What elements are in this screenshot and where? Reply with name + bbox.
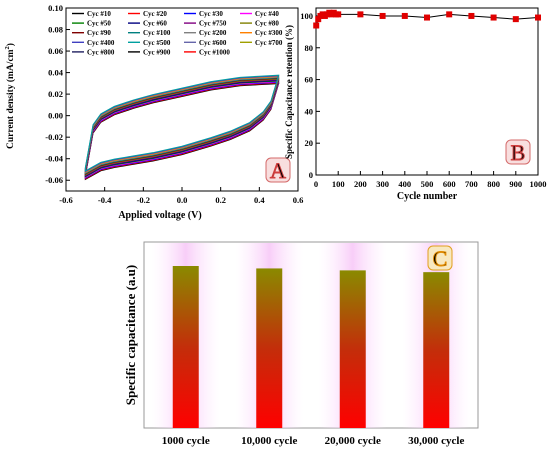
panel-b-x-tick-label: 200 <box>354 179 367 189</box>
panel-b-y-tick-label: 80 <box>305 43 314 53</box>
panel-b-x-tick-label: 100 <box>332 179 345 189</box>
panel-b-data-point <box>313 22 320 29</box>
panel-b-x-tick-label: 0 <box>314 179 318 189</box>
panel-b-data-point <box>401 12 408 19</box>
panel-b-data-point <box>535 14 541 21</box>
panel-c-category-label: 20,000 cycle <box>325 435 381 447</box>
panel-c-category-label: 1000 cycle <box>162 435 210 447</box>
panel-b-y-tick-label: 60 <box>305 75 314 85</box>
panel-a-x-ticks: -0.6 -0.4 -0.2 0.0 0.2 0.4 0.6 <box>59 187 303 205</box>
panel-b-series <box>313 9 541 29</box>
panel-a-x-axis-label: Applied voltage (V) <box>118 210 201 221</box>
panel-a-legend-entry: Cyc #80 <box>255 20 279 28</box>
panel-a-legend-entry: Cyc #60 <box>143 20 167 28</box>
panel-c-y-axis-label: Specific capacitance (a.u) <box>123 265 138 405</box>
panel-a-x-tick-label: 0.6 <box>293 195 304 205</box>
panel-b-label: B <box>505 139 531 166</box>
panel-b-y-tick-label: 100 <box>300 11 313 21</box>
svg-text:B: B <box>511 140 526 165</box>
panel-a-y-axis-label: Current density (mA/cm2) <box>4 43 16 149</box>
panel-b-x-tick-label: 1000 <box>530 179 547 189</box>
panel-b-x-axis-label: Cycle number <box>397 191 458 202</box>
panel-b-y-axis-label: Specific Capacitance retention (%) <box>284 25 294 159</box>
panel-a-x-tick-label: 0.0 <box>177 195 188 205</box>
panel-a-legend-entry: Cyc #500 <box>143 39 171 47</box>
panel-a-legend-entry: Cyc #800 <box>87 48 115 56</box>
panel-c-bar <box>423 272 450 428</box>
panel-c-category-labels: 1000 cycle 10,000 cycle 20,000 cycle 30,000… <box>162 435 465 447</box>
svg-text:C: C <box>433 246 448 271</box>
panel-a-x-tick-label: -0.4 <box>98 195 112 205</box>
panel-a-legend-entry: Cyc #90 <box>87 29 111 37</box>
panel-a-x-tick-label: 0.2 <box>215 195 226 205</box>
panel-a-y-tick-label: 0.00 <box>48 111 63 121</box>
panel-b-data-point <box>335 11 342 18</box>
panel-b-retention-chart: 0 100 200 300 400 500 600 700 800 900 1000 0 20 40 60… <box>284 7 547 202</box>
panel-c-bar <box>256 268 283 428</box>
panel-b-data-point <box>379 12 386 19</box>
panel-a-y-ticks: -0.06 -0.04 -0.02 0.00 0.02 0.04 0.06 0.08 0.10 <box>45 3 70 185</box>
panel-a-legend-entry: Cyc #750 <box>199 20 227 28</box>
panel-b-x-tick-label: 900 <box>509 179 522 189</box>
panel-a-legend-entry: Cyc #50 <box>87 20 111 28</box>
panel-b-x-tick-label: 500 <box>421 179 434 189</box>
panel-a-y-tick-label: 0.08 <box>48 25 63 35</box>
panel-a-y-tick-label: -0.04 <box>45 154 63 164</box>
panel-b-data-point <box>468 12 475 19</box>
panel-a-legend-entry: Cyc #30 <box>199 10 223 18</box>
panel-b-x-tick-label: 700 <box>465 179 478 189</box>
panel-b-x-tick-label: 600 <box>443 179 456 189</box>
panel-b-y-tick-label: 40 <box>305 106 314 116</box>
panel-a-label: A <box>265 157 291 184</box>
panel-a-legend-entry: Cyc #300 <box>255 29 283 37</box>
panel-a-y-tick-label: 0.06 <box>48 46 63 56</box>
panel-a-y-tick-label: 0.02 <box>48 89 63 99</box>
panel-b-y-tick-label: 20 <box>305 138 314 148</box>
panel-a-y-tick-label: -0.02 <box>45 132 63 142</box>
panel-c-bars <box>151 243 471 428</box>
panel-b-y-tick-label: 0 <box>309 170 313 180</box>
panel-a-legend-entry: Cyc #1000 <box>199 48 230 56</box>
panel-a-legend-entry: Cyc #700 <box>255 39 283 47</box>
panel-a-legend-entry: Cyc #20 <box>143 10 167 18</box>
panel-a-cv-curve <box>84 74 280 172</box>
panel-c-label: C <box>427 245 453 272</box>
panel-b-data-point <box>490 14 497 21</box>
panel-b-plot-area <box>315 7 539 176</box>
panel-b-data-point <box>315 16 322 23</box>
panel-a-legend-entry: Cyc #400 <box>87 39 115 47</box>
panel-a-legend-entry: Cyc #200 <box>199 29 227 37</box>
panel-b-y-ticks: 0 20 40 60 80 100 <box>300 11 320 180</box>
panel-b-x-ticks: 0 100 200 300 400 500 600 700 800 900 1000 <box>314 171 547 189</box>
panel-b-data-point <box>512 16 519 23</box>
panel-b-data-point <box>357 11 364 18</box>
panel-a-legend-entry: Cyc #100 <box>143 29 171 37</box>
panel-a-legend-entry: Cyc #900 <box>143 48 171 56</box>
panel-a-cv-chart: -0.6 -0.4 -0.2 0.0 0.2 0.4 0.6 -0.06 -0.04 -0.02… <box>4 3 303 221</box>
panel-a-y-tick-label: 0.10 <box>48 3 63 13</box>
panel-b-x-tick-label: 800 <box>487 179 500 189</box>
panel-a-legend-entry: Cyc #10 <box>87 10 111 18</box>
panel-b-x-tick-label: 300 <box>376 179 389 189</box>
panel-c-bar <box>172 266 199 428</box>
panel-c-bar <box>339 270 366 428</box>
svg-text:A: A <box>270 158 286 183</box>
panel-b-data-point <box>446 11 453 18</box>
panel-b-x-tick-label: 400 <box>398 179 411 189</box>
panel-b-data-point <box>424 14 430 21</box>
panel-a-x-tick-label: 0.4 <box>254 195 265 205</box>
panel-a-y-tick-label: 0.04 <box>48 68 64 78</box>
panel-a-x-tick-label: -0.2 <box>137 195 150 205</box>
panel-a-y-tick-label: -0.06 <box>45 175 63 185</box>
panel-a-legend-entry: Cyc #600 <box>199 39 227 47</box>
panel-c-category-label: 10,000 cycle <box>241 435 297 447</box>
panel-c-category-label: 30,000 cycle <box>408 435 464 447</box>
panel-a-x-tick-label: -0.6 <box>59 195 72 205</box>
panel-a-legend-entry: Cyc #40 <box>255 10 279 18</box>
panel-a-cv-curves <box>84 74 280 181</box>
panel-c-bar-chart: 1000 cycle 10,000 cycle 20,000 cycle 30,000… <box>123 241 479 447</box>
